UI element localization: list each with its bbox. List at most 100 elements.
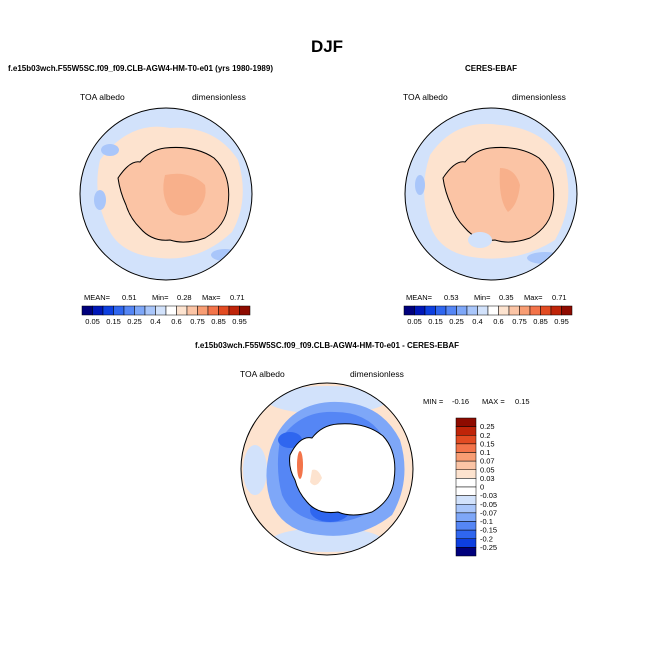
colorbar-tick-label: 0.6 (171, 317, 181, 326)
panel-obs-mean: 0.53 (444, 293, 459, 302)
colorbar-cell (455, 512, 477, 522)
colorbar-cell (239, 305, 251, 316)
colorbar-tick-label: -0.25 (480, 543, 497, 552)
colorbar-cell (218, 305, 230, 316)
colorbar-cell (466, 305, 478, 316)
colorbar-cell (414, 305, 426, 316)
panel-obs-colorbar: 0.05 0.15 0.25 0.4 0.6 0.75 0.85 0.95 (403, 305, 573, 326)
colorbar-cell (207, 305, 219, 316)
colorbar-cell (455, 460, 477, 470)
panel-obs-map (405, 108, 577, 280)
colorbar-tick-label: 0.25 (449, 317, 464, 326)
colorbar-cell (455, 426, 477, 436)
panel-obs-stats: MEAN= 0.53 Min= 0.35 Max= 0.71 (406, 293, 567, 302)
colorbar-cell (455, 417, 477, 427)
colorbar-tick-label: 0.95 (554, 317, 569, 326)
colorbar-cell (165, 305, 177, 316)
colorbar-cell (529, 305, 541, 316)
figure-title: DJF (311, 37, 343, 56)
colorbar-cell (102, 305, 114, 316)
colorbar-cell (228, 305, 240, 316)
panel-diff-stats: MIN = -0.16 MAX = 0.15 (423, 397, 530, 406)
colorbar-tick-label: 0.4 (150, 317, 160, 326)
colorbar-cell (456, 305, 468, 316)
colorbar-tick-label: 0.2 (480, 431, 490, 440)
colorbar-tick-label: 0.85 (211, 317, 226, 326)
panel-obs-min: 0.35 (499, 293, 514, 302)
colorbar-cell (508, 305, 520, 316)
panel-model-colorbar: 0.05 0.15 0.25 0.4 0.6 0.75 0.85 0.95 (81, 305, 251, 326)
panel-obs: CERES-EBAF TOA albedo dimensionless MEAN… (403, 64, 578, 326)
colorbar-cell (455, 538, 477, 548)
panel-diff-map (241, 383, 413, 555)
panel-obs-mean-label: MEAN= (406, 293, 433, 302)
colorbar-cell (540, 305, 552, 316)
colorbar-cell (92, 305, 104, 316)
panel-model-min: 0.28 (177, 293, 192, 302)
colorbar-cell (455, 521, 477, 531)
panel-obs-max: 0.71 (552, 293, 567, 302)
colorbar-tick-label: 0.05 (85, 317, 100, 326)
panel-obs-frame (404, 107, 578, 281)
panel-diff-max: 0.15 (515, 397, 530, 406)
colorbar-tick-label: 0.15 (428, 317, 443, 326)
colorbar-cell (123, 305, 135, 316)
colorbar-cell (498, 305, 510, 316)
colorbar-cell (113, 305, 125, 316)
colorbar-cell (477, 305, 489, 316)
colorbar-cell (197, 305, 209, 316)
colorbar-tick-label: 0.03 (480, 474, 495, 483)
panel-model-max-label: Max= (202, 293, 221, 302)
panel-diff-min: -0.16 (452, 397, 469, 406)
panel-model-frame (79, 107, 253, 281)
colorbar-cell (561, 305, 573, 316)
colorbar-cell (403, 305, 415, 316)
colorbar-cell (455, 495, 477, 505)
panel-obs-min-label: Min= (474, 293, 491, 302)
colorbar-tick-label: 0.75 (512, 317, 527, 326)
panel-model-title: f.e15b03wch.F55W5SC.f09_f09.CLB-AGW4-HM-… (8, 64, 273, 73)
colorbar-cell (455, 435, 477, 445)
colorbar-cell (455, 504, 477, 514)
colorbar-cell (134, 305, 146, 316)
colorbar-tick-label: 0.95 (232, 317, 247, 326)
colorbar-cell (445, 305, 457, 316)
colorbar-tick-label: -0.2 (480, 534, 493, 543)
colorbar-cell (455, 478, 477, 488)
panel-diff-title: f.e15b03wch.F55W5SC.f09_f09.CLB-AGW4-HM-… (195, 341, 459, 350)
colorbar-cell (487, 305, 499, 316)
colorbar-cell (435, 305, 447, 316)
colorbar-tick-label: -0.15 (480, 526, 497, 535)
panel-diff-frame (240, 382, 414, 556)
colorbar-cell (455, 529, 477, 539)
colorbar-cell (455, 486, 477, 496)
panel-model-map (80, 108, 252, 280)
panel-model-stats: MEAN= 0.51 Min= 0.28 Max= 0.71 (84, 293, 245, 302)
panel-diff-min-label: MIN = (423, 397, 444, 406)
colorbar-tick-label: 0.15 (106, 317, 121, 326)
colorbar-tick-label: -0.1 (480, 517, 493, 526)
panel-model-units: dimensionless (192, 92, 246, 102)
colorbar-cell (186, 305, 198, 316)
panel-model-mean-label: MEAN= (84, 293, 111, 302)
colorbar-tick-label: 0.75 (190, 317, 205, 326)
colorbar-cell (144, 305, 156, 316)
colorbar-tick-label: 0.1 (480, 448, 490, 457)
colorbar-tick-label: 0.85 (533, 317, 548, 326)
panel-obs-units: dimensionless (512, 92, 566, 102)
colorbar-tick-label: 0.6 (493, 317, 503, 326)
colorbar-tick-label: 0.05 (480, 465, 495, 474)
colorbar-tick-label: 0.4 (472, 317, 482, 326)
panel-model-mean: 0.51 (122, 293, 137, 302)
panel-obs-max-label: Max= (524, 293, 543, 302)
colorbar-tick-label: -0.05 (480, 500, 497, 509)
colorbar-tick-label: 0.07 (480, 457, 495, 466)
panel-diff-units: dimensionless (350, 369, 404, 379)
colorbar-cell (455, 452, 477, 462)
colorbar-cell (424, 305, 436, 316)
colorbar-tick-label: 0.05 (407, 317, 422, 326)
panel-model-min-label: Min= (152, 293, 169, 302)
panel-diff: f.e15b03wch.F55W5SC.f09_f09.CLB-AGW4-HM-… (195, 341, 530, 557)
